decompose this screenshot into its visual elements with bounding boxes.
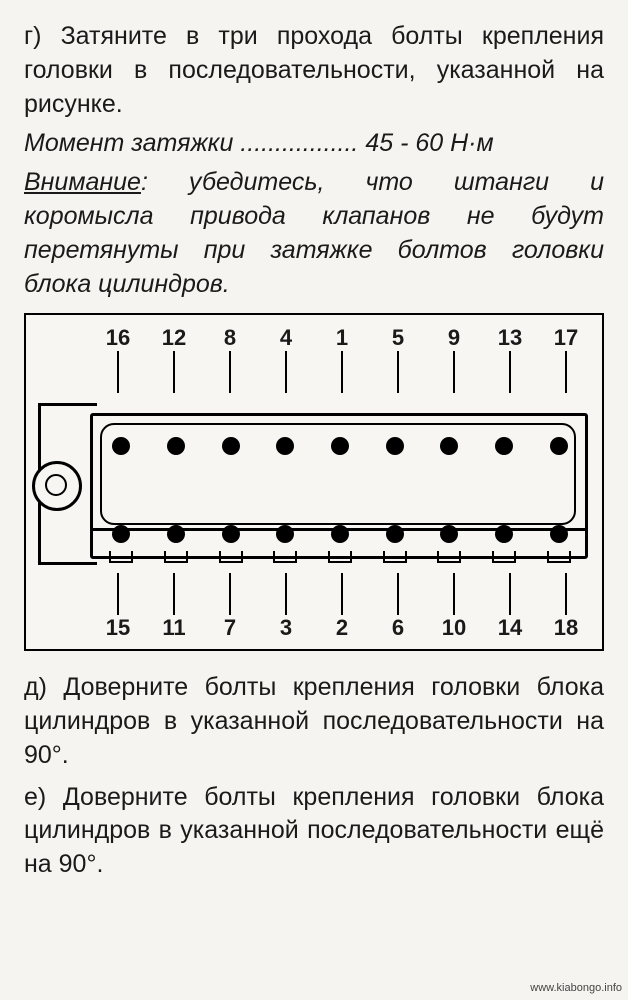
bolt-sequence-diagram: 16 12 8 4 1 5 9 13 17 (24, 313, 604, 651)
bolt-num: 8 (202, 325, 258, 351)
bolt-dots-bottom (94, 525, 586, 543)
bolt-num: 12 (146, 325, 202, 351)
bolt-dot (440, 437, 458, 455)
bolt-num: 18 (538, 615, 594, 641)
warning-paragraph: Внимание: убедитесь, что штанги и коромы… (24, 166, 604, 301)
bolt-dots-top (94, 437, 586, 455)
bolt-num: 15 (90, 615, 146, 641)
bolt-dot (222, 437, 240, 455)
bolt-dot (550, 525, 568, 543)
cylinder-head-outline (38, 393, 590, 573)
bolt-dot (112, 525, 130, 543)
top-leader-row (34, 351, 594, 393)
paragraph-e: е) Доверните болты крепления го­ловки бл… (24, 781, 604, 882)
bolt-dot (550, 437, 568, 455)
bolt-dot (386, 437, 404, 455)
bolt-dot (276, 525, 294, 543)
bolt-num: 13 (482, 325, 538, 351)
paragraph-d: д) Доверните болты крепления го­ловки бл… (24, 671, 604, 772)
bolt-dot (112, 437, 130, 455)
torque-label: Момент затяжки ................. (24, 129, 365, 157)
bolt-dot (495, 437, 513, 455)
torque-line: Момент затяжки ................. 45 - 60… (24, 129, 604, 158)
warning-label: Внимание (24, 168, 141, 196)
bolt-dot (167, 525, 185, 543)
bolt-num: 1 (314, 325, 370, 351)
bolt-num: 5 (370, 325, 426, 351)
bolt-num: 17 (538, 325, 594, 351)
bolt-num: 4 (258, 325, 314, 351)
bolt-num: 7 (202, 615, 258, 641)
bolt-dot (440, 525, 458, 543)
bolt-num: 10 (426, 615, 482, 641)
bottom-leader-row (34, 573, 594, 615)
front-circle (32, 461, 82, 511)
bolt-dot (276, 437, 294, 455)
bolt-num: 14 (482, 615, 538, 641)
paragraph-g: г) Затяните в три прохода болты креплени… (24, 20, 604, 121)
bolt-num: 11 (146, 615, 202, 641)
bottom-number-row: 15 11 7 3 2 6 10 14 18 (34, 615, 594, 641)
torque-value: 45 - 60 Н·м (365, 129, 493, 157)
bolt-dot (167, 437, 185, 455)
bolt-dot (495, 525, 513, 543)
bolt-dot (222, 525, 240, 543)
bolt-num: 16 (90, 325, 146, 351)
bolt-num: 9 (426, 325, 482, 351)
bolt-dot (331, 437, 349, 455)
top-number-row: 16 12 8 4 1 5 9 13 17 (34, 325, 594, 351)
bolt-dot (386, 525, 404, 543)
watermark: www.kiabongo.info (530, 982, 622, 994)
bolt-num: 6 (370, 615, 426, 641)
bolt-dot (331, 525, 349, 543)
bolt-num: 3 (258, 615, 314, 641)
bolt-num: 2 (314, 615, 370, 641)
lug-row (94, 551, 586, 563)
